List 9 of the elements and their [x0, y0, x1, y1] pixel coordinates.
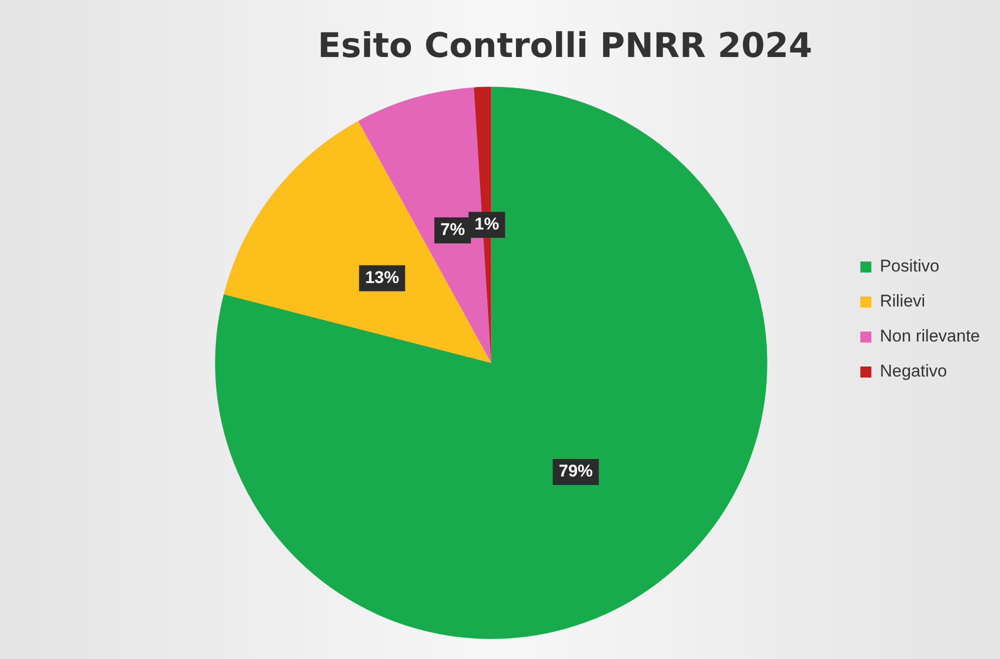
legend-label: Rilievi	[880, 292, 926, 311]
legend-label: Non rilevante	[880, 326, 980, 346]
legend-label: Positivo	[880, 256, 940, 276]
data-label: 7%	[440, 220, 465, 240]
data-label: 13%	[365, 268, 400, 287]
data-label: 79%	[558, 462, 593, 481]
chart-title: Esito Controlli PNRR 2024	[318, 26, 812, 66]
legend-label: Negativo	[880, 362, 947, 381]
data-label: 1%	[474, 214, 500, 234]
